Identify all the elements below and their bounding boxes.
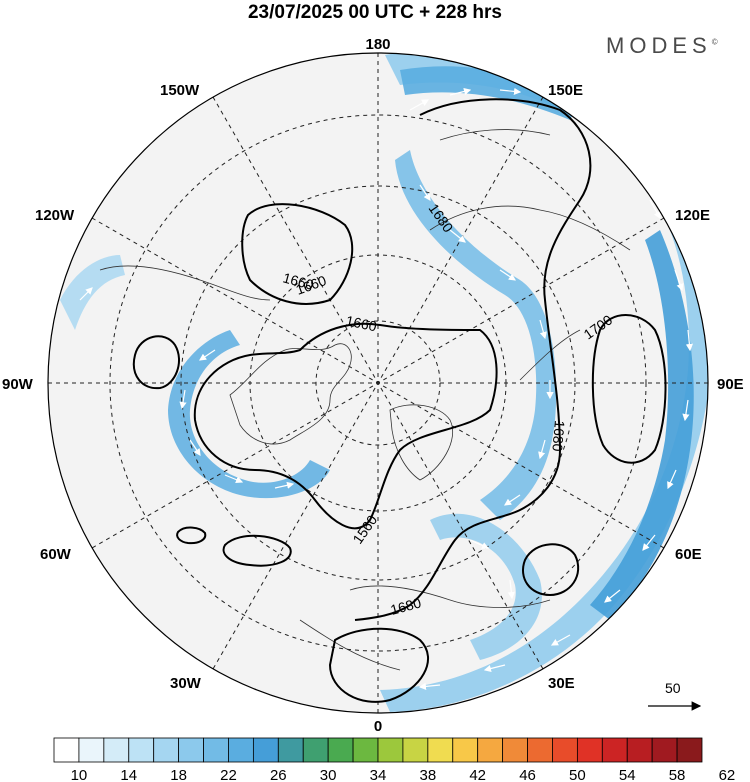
- contour-1700: [591, 314, 667, 464]
- colorbar-swatch: [552, 737, 578, 763]
- colorbar-swatch: [527, 737, 553, 763]
- lon-label-150w: 150W: [160, 82, 200, 99]
- colorbar-swatch: [302, 737, 329, 763]
- colorbar-swatch: [228, 737, 254, 763]
- colorbar-swatch: [277, 737, 304, 763]
- colorbar-swatch: [626, 737, 653, 763]
- contour-label: 1680: [389, 594, 423, 618]
- contour-1680-east: [354, 98, 592, 621]
- colorbar-tick-label: 18: [170, 767, 187, 782]
- colorbar-swatch: [402, 737, 429, 763]
- contour-closed-ne: [522, 543, 580, 597]
- colorbar-swatch: [103, 737, 130, 763]
- colorbar-tick-label: 22: [220, 767, 237, 782]
- colorbar-swatch: [377, 737, 404, 763]
- lon-label-120w: 120W: [35, 207, 75, 224]
- contour-closed-w3: [176, 526, 207, 545]
- contour-label: 1660: [281, 269, 315, 293]
- lon-label-30e: 30E: [548, 675, 575, 692]
- colorbar-swatch: [452, 737, 479, 763]
- lon-label-120e: 120E: [675, 207, 710, 224]
- colorbar-swatch: [651, 737, 678, 763]
- lon-label-30w: 30W: [170, 675, 202, 692]
- brand-logo: MODES©: [606, 33, 718, 59]
- wind-vectors: [79, 87, 693, 690]
- colorbar-swatch: [352, 737, 379, 763]
- brand-name: MODES: [606, 33, 712, 58]
- reference-vector: 50: [648, 680, 702, 711]
- colorbar-swatch: [676, 737, 703, 763]
- colorbar-swatch: [203, 737, 229, 763]
- contour-1680-south: [328, 627, 430, 703]
- reference-vector-label: 50: [665, 680, 681, 696]
- colorbar-tick-label: 14: [120, 767, 137, 782]
- jet-core-east: [590, 230, 694, 620]
- map-title: 23/07/2025 00 UTC + 228 hrs: [247, 2, 503, 23]
- colorbar-tick-label: 30: [320, 767, 337, 782]
- jet-loop-west: [168, 330, 330, 499]
- map-border: [47, 52, 709, 714]
- height-contours: [132, 98, 667, 703]
- lon-label-90w: 90W: [2, 376, 34, 393]
- colorbar-swatch: [53, 737, 80, 763]
- colorbar-swatch: [327, 737, 354, 763]
- colorbar-tick-label: 54: [619, 767, 636, 782]
- colorbar-swatch: [128, 737, 155, 763]
- colorbar-tick-label: 42: [469, 767, 486, 782]
- jet-band-south: [430, 513, 542, 660]
- colorbar-tick-label: 58: [669, 767, 686, 782]
- colorbar-tick-label: 10: [71, 767, 88, 782]
- lon-label-150e: 150E: [548, 82, 583, 99]
- lon-label-180: 180: [365, 36, 390, 53]
- lon-label-60w: 60W: [40, 546, 72, 563]
- lon-label-60e: 60E: [675, 546, 702, 563]
- colorbar-tick-label: 38: [420, 767, 437, 782]
- contour-closed-w1: [132, 335, 180, 390]
- colorbar-swatch: [477, 737, 504, 763]
- contour-label: 1660: [344, 312, 378, 334]
- colorbar-swatch: [78, 737, 105, 763]
- colorbar-swatch: [178, 737, 204, 763]
- contour-label: 1680: [549, 420, 568, 453]
- colorbar-swatch: [153, 737, 180, 763]
- colorbar-tick-label: 62: [719, 767, 736, 782]
- contour-1660-west: [241, 203, 354, 305]
- colorbar-swatch: [576, 737, 603, 763]
- colorbar-tick-label: 26: [270, 767, 287, 782]
- contour-1660-main: [193, 322, 498, 530]
- graticule: [48, 53, 708, 713]
- colorbar-swatch: [252, 737, 279, 763]
- lon-label-90e: 90E: [717, 376, 744, 393]
- copyright-icon: ©: [711, 37, 718, 47]
- colorbar-swatch: [502, 737, 528, 763]
- colorbar-tick-label: 46: [519, 767, 536, 782]
- colorbar: 10141822263034384246505458626670: [53, 737, 736, 782]
- colorbar-swatch: [427, 737, 454, 763]
- contour-closed-w2: [222, 534, 292, 567]
- longitude-labels: 180 0 90W 90E 150W 120W 60W 30W 150E 120…: [2, 36, 744, 735]
- jet-band-inner: [395, 150, 557, 520]
- lon-label-0: 0: [374, 718, 382, 735]
- coastlines: [99, 129, 631, 671]
- colorbar-tick-label: 50: [569, 767, 586, 782]
- colorbar-swatch: [601, 737, 628, 763]
- jet-core-ne: [400, 66, 580, 120]
- colorbar-tick-label: 34: [370, 767, 387, 782]
